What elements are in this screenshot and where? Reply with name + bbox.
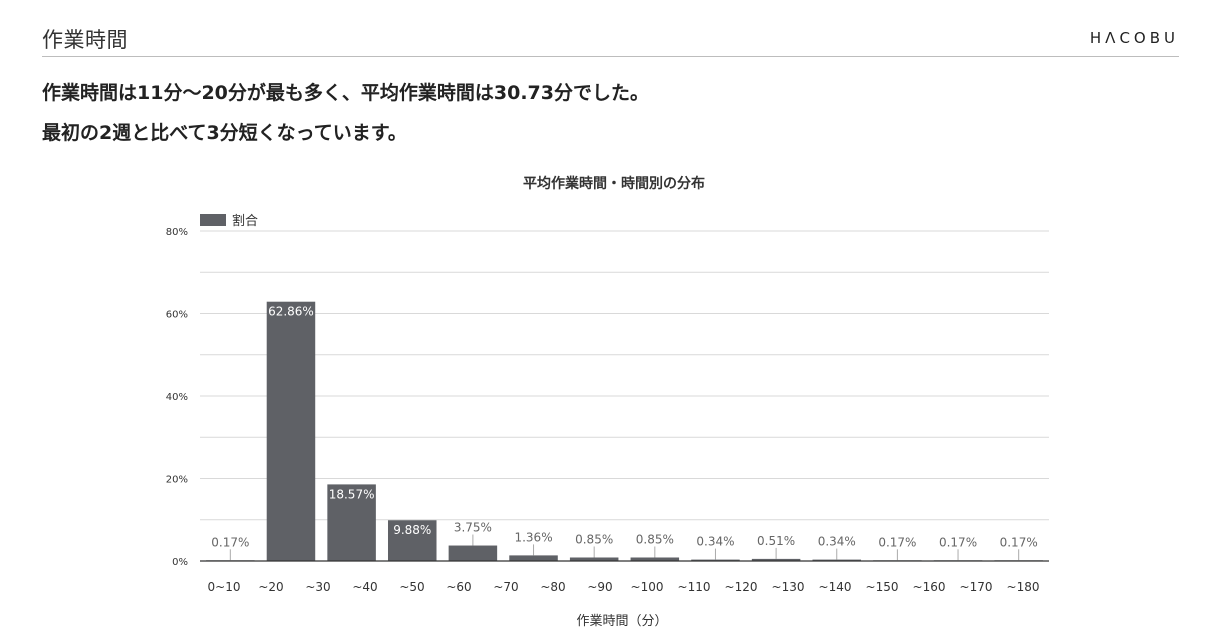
data-label: 18.57% bbox=[329, 487, 375, 501]
data-label: 1.36% bbox=[514, 530, 552, 544]
data-label: 0.17% bbox=[211, 535, 249, 549]
x-tick-label: ~120 bbox=[725, 580, 758, 594]
y-tick-label: 20% bbox=[166, 475, 188, 486]
page-title: 作業時間 bbox=[42, 28, 128, 52]
gridlines bbox=[200, 230, 1049, 521]
bar bbox=[691, 559, 740, 561]
data-label: 0.51% bbox=[757, 534, 795, 548]
x-tick-label: ~40 bbox=[352, 580, 377, 594]
x-tick-label: ~170 bbox=[960, 580, 993, 594]
x-tick-label: ~20 bbox=[258, 580, 283, 594]
y-tick-label: 40% bbox=[166, 392, 188, 403]
chart-title: 平均作業時間・時間別の分布 bbox=[523, 175, 705, 192]
data-label: 0.17% bbox=[1000, 535, 1038, 549]
x-tick-label: ~90 bbox=[587, 580, 612, 594]
data-label: 62.86% bbox=[268, 305, 314, 319]
x-tick-label: ~110 bbox=[678, 580, 711, 594]
x-tick-label: ~100 bbox=[631, 580, 664, 594]
y-tick-label: 80% bbox=[166, 227, 188, 238]
x-tick-label: ~30 bbox=[305, 580, 330, 594]
data-labels: 0.17% 62.86% 18.57% 9.88% 3.75% 1.36% 0.85% 0.8… bbox=[211, 305, 1038, 561]
data-label: 3.75% bbox=[454, 521, 492, 535]
x-axis-ticks: 0~10 ~20 ~30 ~40 ~50 ~60 ~70 ~80 ~90 ~100 ~110 ~120… bbox=[208, 580, 1040, 594]
x-tick-label: ~140 bbox=[819, 580, 852, 594]
x-tick-label: 0~10 bbox=[208, 580, 241, 594]
bar bbox=[569, 557, 619, 561]
bar bbox=[630, 557, 680, 561]
data-label: 9.88% bbox=[393, 523, 431, 537]
bar bbox=[387, 520, 437, 561]
headline-line-2: 最初の2週と比べて3分短くなっています。 bbox=[42, 122, 407, 144]
bar bbox=[812, 559, 862, 561]
x-tick-label: ~70 bbox=[493, 580, 518, 594]
y-tick-label: 0% bbox=[172, 557, 188, 568]
data-label: 0.85% bbox=[575, 532, 613, 546]
legend-swatch bbox=[200, 214, 226, 226]
x-tick-label: ~150 bbox=[866, 580, 899, 594]
data-label: 0.17% bbox=[939, 535, 977, 549]
data-label: 0.85% bbox=[636, 532, 674, 546]
title-divider bbox=[42, 56, 1179, 57]
x-tick-label: ~130 bbox=[772, 580, 805, 594]
bar bbox=[509, 555, 558, 561]
company-logo: HΛCOBU bbox=[1089, 29, 1179, 47]
bars bbox=[206, 301, 1043, 561]
x-tick-label: ~80 bbox=[540, 580, 565, 594]
data-label: 0.34% bbox=[818, 535, 856, 549]
data-label: 0.17% bbox=[878, 535, 916, 549]
bar bbox=[448, 545, 498, 561]
data-label: 0.34% bbox=[696, 535, 734, 549]
legend-label: 割合 bbox=[232, 213, 258, 229]
x-tick-label: ~60 bbox=[446, 580, 471, 594]
y-axis-ticks: 0% 20% 40% 60% 80% bbox=[166, 227, 188, 568]
x-axis-label: 作業時間（分） bbox=[576, 613, 667, 629]
x-tick-label: ~50 bbox=[399, 580, 424, 594]
y-tick-label: 60% bbox=[166, 310, 188, 321]
bar bbox=[751, 558, 801, 561]
x-tick-label: ~160 bbox=[913, 580, 946, 594]
headline-line-1: 作業時間は11分〜20分が最も多く、平均作業時間は30.73分でした。 bbox=[42, 82, 649, 104]
x-tick-label: ~180 bbox=[1007, 580, 1040, 594]
bar bbox=[266, 301, 316, 561]
bar bbox=[327, 484, 376, 561]
